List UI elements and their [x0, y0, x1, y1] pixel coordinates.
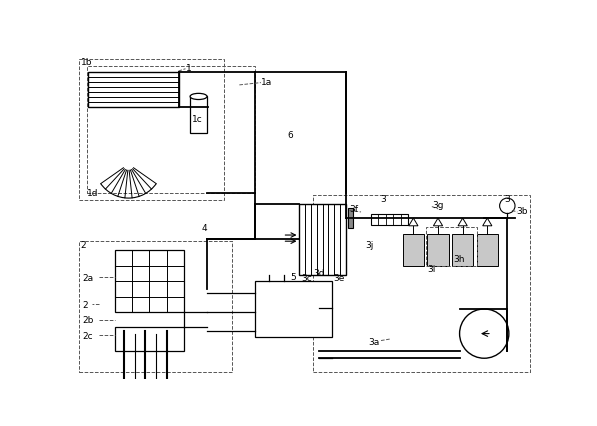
Bar [402, 234, 424, 266]
Text: 6: 6 [288, 131, 294, 140]
Text: 3i: 3i [427, 265, 436, 274]
Text: 3f: 3f [349, 204, 358, 213]
Bar [115, 251, 184, 312]
Text: 1d: 1d [87, 189, 99, 198]
Bar [452, 234, 473, 266]
Bar [300, 205, 346, 276]
Text: 2b: 2b [82, 316, 94, 325]
Text: 3j: 3j [365, 240, 374, 249]
Text: 1: 1 [186, 64, 191, 73]
Text: 3d: 3d [313, 268, 325, 277]
Text: 5: 5 [290, 273, 296, 282]
Text: 2: 2 [81, 240, 87, 249]
Text: 3a: 3a [369, 337, 380, 346]
Text: 2c: 2c [82, 331, 93, 340]
Text: 3g: 3g [432, 200, 444, 209]
Text: 1a: 1a [261, 78, 272, 86]
Bar [190, 97, 207, 134]
Bar [88, 72, 179, 108]
Text: 4: 4 [202, 223, 207, 232]
Text: 3h: 3h [453, 254, 465, 263]
Text: 3: 3 [380, 194, 386, 203]
Bar [348, 209, 353, 229]
Text: 3e: 3e [333, 273, 344, 282]
Text: 3: 3 [504, 194, 510, 203]
Text: 1c: 1c [192, 114, 203, 123]
Bar [427, 234, 449, 266]
Text: 3b: 3b [516, 207, 528, 216]
Circle shape [500, 199, 515, 214]
Ellipse shape [190, 94, 207, 100]
Bar [255, 282, 332, 337]
Bar [371, 215, 408, 225]
Text: 3c: 3c [301, 273, 312, 282]
Text: 2: 2 [82, 300, 88, 309]
Bar [476, 234, 498, 266]
Circle shape [460, 309, 509, 358]
Text: 1b: 1b [81, 58, 93, 67]
Text: 2a: 2a [82, 273, 93, 282]
Bar [115, 328, 184, 351]
